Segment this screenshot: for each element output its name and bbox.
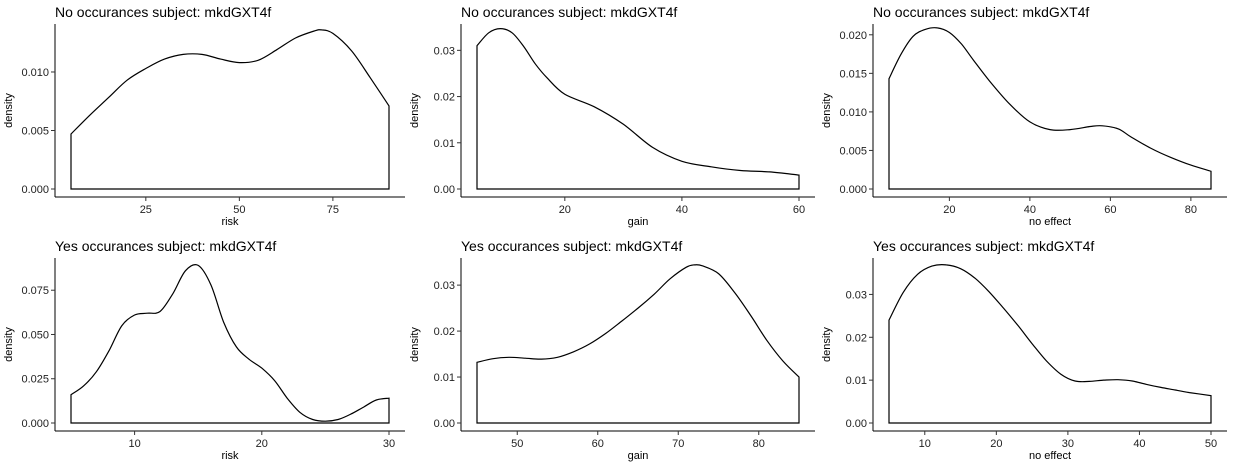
density-curve (70, 29, 390, 190)
chart-title: No occurances subject: mkdGXT4f (461, 4, 677, 20)
x-tick-label: 70 (672, 438, 684, 450)
x-tick-label: 40 (676, 204, 688, 216)
y-axis-label: density (3, 93, 15, 128)
x-tick-label: 30 (383, 438, 395, 450)
density-curve (476, 27, 800, 190)
y-tick-label: 0.02 (434, 326, 455, 338)
y-tick-label: 0.075 (21, 285, 49, 297)
y-tick-label: 0.025 (21, 374, 49, 386)
x-tick-label: 20 (559, 204, 571, 216)
chart-title: No occurances subject: mkdGXT4f (55, 4, 271, 20)
x-tick-label: 25 (140, 204, 152, 216)
y-tick-label: 0.02 (434, 92, 455, 104)
y-axis-label: density (3, 327, 15, 362)
x-tick-label: 60 (1104, 204, 1116, 216)
x-tick-label: 60 (592, 438, 604, 450)
y-tick-label: 0.010 (21, 67, 49, 79)
x-tick-label: 30 (1062, 438, 1074, 450)
y-tick-label: 0.005 (839, 145, 867, 157)
density-curve (476, 264, 800, 424)
y-tick-label: 0.01 (846, 375, 867, 387)
x-tick-label: 10 (128, 438, 140, 450)
chart-title: Yes occurances subject: mkdGXT4f (461, 238, 682, 254)
x-tick-label: 75 (327, 204, 339, 216)
density-curve (70, 264, 390, 424)
y-tick-label: 0.050 (21, 329, 49, 341)
y-tick-label: 0.01 (434, 138, 455, 150)
x-tick-label: 40 (1133, 438, 1145, 450)
y-tick-label: 0.00 (434, 184, 455, 196)
x-axis-label: no effect (1029, 216, 1071, 228)
x-tick-label: 40 (1024, 204, 1036, 216)
y-axis-label: density (821, 93, 833, 128)
y-tick-label: 0.00 (434, 418, 455, 430)
y-axis-label: density (821, 327, 833, 362)
y-tick-label: 0.005 (21, 125, 49, 137)
y-tick-label: 0.000 (21, 184, 49, 196)
y-axis-label: density (409, 93, 421, 128)
density-curve (888, 264, 1212, 424)
x-tick-label: 80 (753, 438, 765, 450)
y-tick-label: 0.03 (434, 45, 455, 57)
x-tick-label: 20 (943, 204, 955, 216)
density-curve (888, 27, 1212, 190)
y-tick-label: 0.010 (839, 107, 867, 119)
y-axis-label: density (409, 327, 421, 362)
x-axis-label: gain (628, 216, 649, 228)
x-tick-label: 60 (793, 204, 805, 216)
y-tick-label: 0.02 (846, 332, 867, 344)
y-tick-label: 0.000 (21, 418, 49, 430)
x-tick-label: 20 (256, 438, 268, 450)
x-axis-label: risk (221, 216, 239, 228)
x-axis-label: risk (221, 450, 239, 462)
x-tick-label: 10 (919, 438, 931, 450)
x-tick-label: 50 (1205, 438, 1217, 450)
y-tick-label: 0.01 (434, 372, 455, 384)
x-axis-label: no effect (1029, 450, 1071, 462)
x-tick-label: 50 (511, 438, 523, 450)
y-tick-label: 0.015 (839, 68, 867, 80)
y-tick-label: 0.03 (434, 280, 455, 292)
y-tick-label: 0.020 (839, 30, 867, 42)
x-axis-label: gain (628, 450, 649, 462)
y-tick-label: 0.00 (846, 418, 867, 430)
y-tick-label: 0.000 (839, 184, 867, 196)
x-tick-label: 20 (990, 438, 1002, 450)
chart-title: Yes occurances subject: mkdGXT4f (55, 238, 276, 254)
x-tick-label: 50 (233, 204, 245, 216)
chart-title: Yes occurances subject: mkdGXT4f (873, 238, 1094, 254)
chart-title: No occurances subject: mkdGXT4f (873, 4, 1089, 20)
y-tick-label: 0.03 (846, 289, 867, 301)
x-tick-label: 80 (1185, 204, 1197, 216)
